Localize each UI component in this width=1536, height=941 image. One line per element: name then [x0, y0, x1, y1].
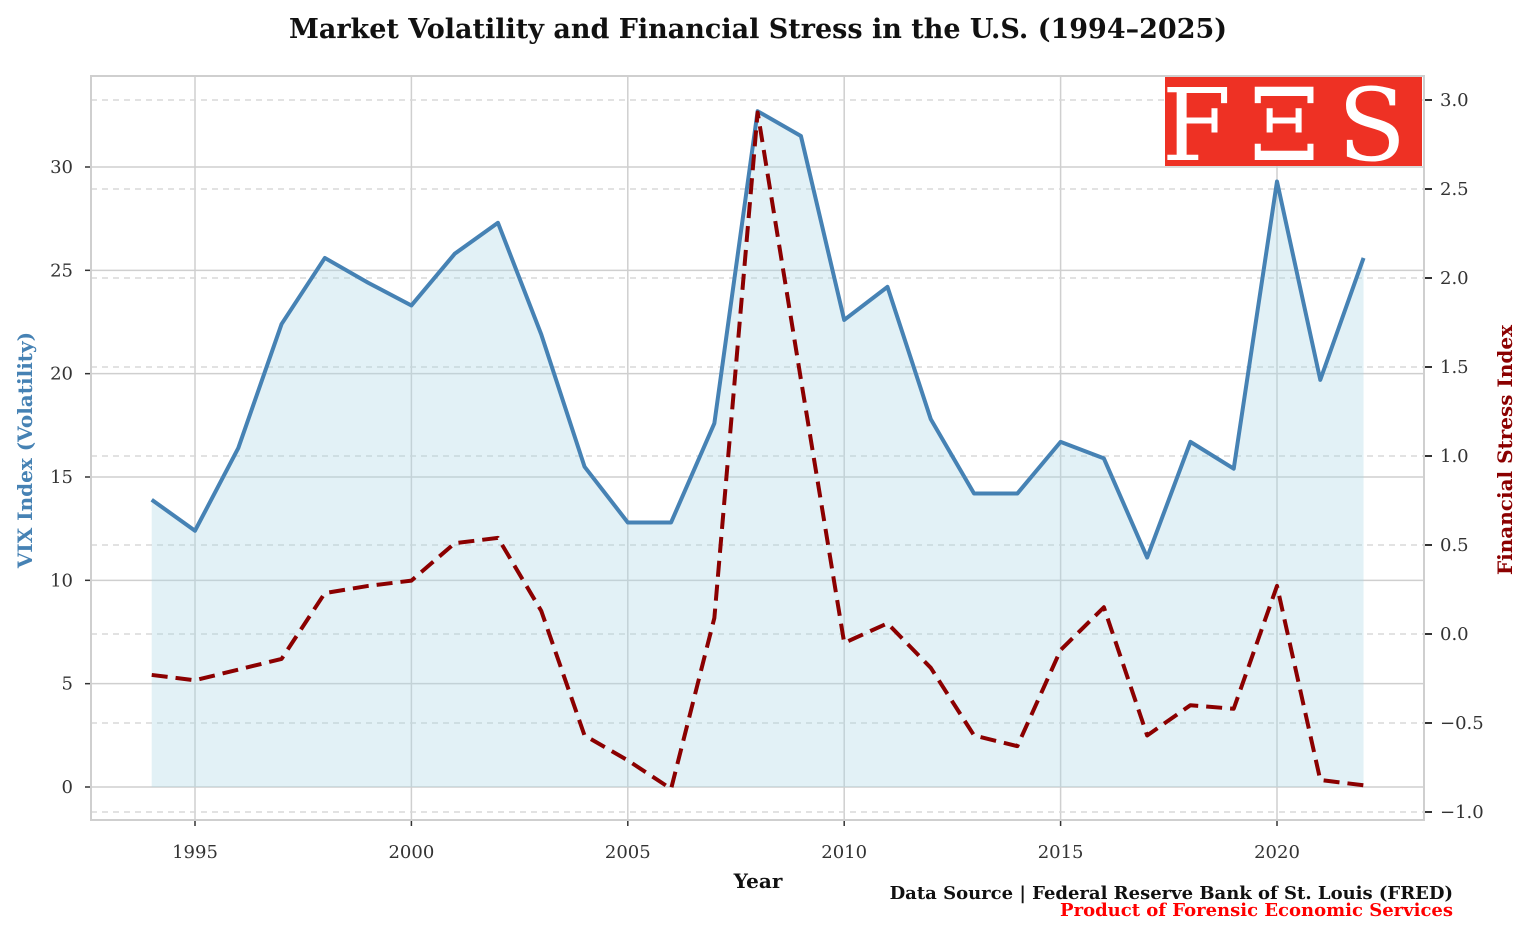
right-tick-label: −0.5 [1440, 713, 1484, 734]
left-tick-label: 10 [50, 570, 73, 591]
left-tick-label: 0 [62, 777, 73, 798]
vix-area [152, 111, 1364, 787]
x-axis-label: Year [733, 869, 783, 893]
x-tick-label: 2020 [1254, 842, 1300, 863]
left-tick-label: 25 [50, 260, 73, 281]
x-tick-label: 2010 [821, 842, 867, 863]
right-tick-label: 2.5 [1440, 179, 1469, 200]
left-tick-label: 15 [50, 467, 73, 488]
left-tick-label: 20 [50, 364, 73, 385]
left-tick-label: 30 [50, 157, 73, 178]
x-tick-label: 1995 [172, 842, 218, 863]
x-tick-label: 2005 [605, 842, 651, 863]
right-axis-label: Financial Stress Index [1493, 324, 1517, 575]
svg-text:FΞS: FΞS [1162, 67, 1424, 184]
right-tick-label: 0.5 [1440, 535, 1469, 556]
right-tick-label: 3.0 [1440, 90, 1469, 111]
fes-logo: FΞS [1162, 67, 1424, 184]
right-tick-label: 2.0 [1440, 268, 1469, 289]
right-tick-label: 1.5 [1440, 357, 1469, 378]
x-tick-label: 2000 [388, 842, 434, 863]
product-credit: Product of Forensic Economic Services [1060, 900, 1453, 921]
chart-title: Market Volatility and Financial Stress i… [289, 14, 1227, 45]
right-tick-label: 0.0 [1440, 624, 1469, 645]
right-tick-label: −1.0 [1440, 802, 1484, 823]
x-tick-label: 2015 [1038, 842, 1084, 863]
left-tick-label: 5 [62, 674, 73, 695]
right-tick-label: 1.0 [1440, 446, 1469, 467]
left-axis-label: VIX Index (Volatility) [13, 332, 37, 569]
